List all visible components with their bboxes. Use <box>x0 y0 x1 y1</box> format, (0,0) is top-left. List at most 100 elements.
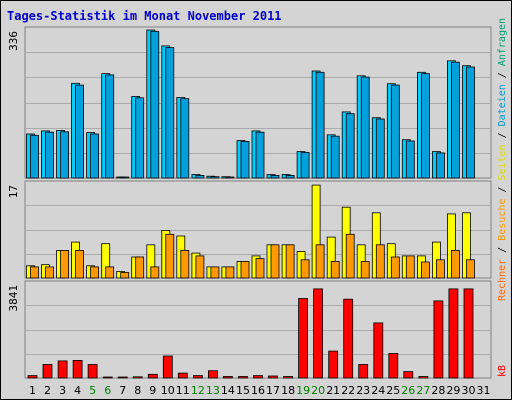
bar-top-anfragen-day-21 <box>330 135 340 179</box>
bar-middle-besuche-day-24 <box>375 244 385 279</box>
bar-middle-besuche-day-3 <box>60 249 69 279</box>
x-tick-label-day-31: 31 <box>477 384 491 397</box>
bar-middle-besuche-day-29 <box>450 249 460 279</box>
bar-bottom-kb-day-1 <box>27 375 38 379</box>
bar-bottom-kb-day-10 <box>162 355 173 379</box>
bar-middle-besuche-day-6 <box>105 266 115 279</box>
legend-item-0: Anfragen <box>497 18 508 66</box>
legend-item-3: / <box>497 126 508 144</box>
legend-item-7: / <box>497 241 508 259</box>
bar-top-anfragen-day-14 <box>225 176 235 179</box>
x-tick-label-day-14: 14 <box>221 384 235 397</box>
bar-middle-besuche-day-17 <box>270 244 280 279</box>
bar-middle-besuche-day-12 <box>195 255 205 279</box>
panel-top-max-label: 336 <box>7 31 20 51</box>
bar-top-anfragen-day-22 <box>345 113 355 179</box>
legend-item-4: Seiten <box>497 144 508 180</box>
x-tick-label-day-26: 26 <box>401 384 415 397</box>
bar-top-anfragen-day-7 <box>120 176 130 179</box>
bar-middle-besuche-day-26 <box>405 255 415 279</box>
bar-bottom-kb-day-15 <box>238 376 248 379</box>
bar-bottom-kb-day-30 <box>463 288 474 379</box>
bar-middle-besuche-day-14 <box>225 266 235 279</box>
x-tick-label-day-12: 12 <box>191 384 205 397</box>
bar-bottom-kb-day-5 <box>87 364 98 379</box>
bar-middle-besuche-day-16 <box>255 258 265 279</box>
bar-bottom-kb-day-18 <box>283 376 294 379</box>
bar-middle-besuche-day-28 <box>435 259 445 279</box>
bar-top-anfragen-day-10 <box>165 47 175 179</box>
bar-bottom-kb-day-3 <box>57 360 68 379</box>
x-tick-label-day-10: 10 <box>161 384 175 397</box>
bar-bottom-kb-day-17 <box>268 375 278 379</box>
bar-bottom-kb-day-9 <box>147 373 158 379</box>
panel-bottom-box <box>24 280 492 379</box>
legend-item-1: / <box>497 66 508 84</box>
bar-bottom-kb-day-20 <box>313 288 324 379</box>
x-tick-label-day-24: 24 <box>371 384 385 397</box>
bar-middle-besuche-day-25 <box>390 256 400 279</box>
bar-top-anfragen-day-25 <box>390 84 400 179</box>
x-tick-label-day-11: 11 <box>176 384 190 397</box>
x-tick-label-day-18: 18 <box>281 384 295 397</box>
x-tick-label-day-15: 15 <box>236 384 250 397</box>
legend-item-8: Rechner <box>497 259 508 301</box>
bar-top-anfragen-day-30 <box>466 66 475 179</box>
bar-bottom-kb-day-23 <box>358 364 369 379</box>
bar-top-anfragen-day-6 <box>105 74 115 179</box>
bar-top-anfragen-day-12 <box>195 174 205 179</box>
bar-bottom-kb-day-8 <box>132 376 143 379</box>
bar-bottom-kb-day-6 <box>102 376 113 379</box>
x-tick-label-day-5: 5 <box>89 384 96 397</box>
bar-middle-besuche-day-27 <box>420 261 430 279</box>
bar-top-anfragen-day-15 <box>240 140 250 179</box>
bar-middle-besuche-day-8 <box>135 256 145 279</box>
bar-middle-besuche-day-2 <box>45 266 54 279</box>
legend-kb: kB <box>497 365 508 377</box>
x-tick-label-day-3: 3 <box>59 384 66 397</box>
bar-middle-besuche-day-9 <box>150 266 160 279</box>
x-tick-label-day-23: 23 <box>356 384 370 397</box>
bar-bottom-kb-day-27 <box>418 376 429 379</box>
bar-bottom-kb-day-4 <box>72 359 83 379</box>
bar-bottom-kb-day-29 <box>448 288 459 379</box>
bar-top-anfragen-day-2 <box>45 131 54 179</box>
bar-top-anfragen-day-1 <box>30 134 39 179</box>
x-tick-label-day-20: 20 <box>311 384 325 397</box>
bar-middle-besuche-day-19 <box>300 259 310 279</box>
bar-bottom-kb-day-25 <box>388 353 399 379</box>
bar-bottom-kb-day-24 <box>373 322 384 379</box>
x-tick-label-day-13: 13 <box>206 384 220 397</box>
bar-top-anfragen-day-28 <box>435 152 445 179</box>
bar-top-anfragen-day-5 <box>90 133 99 179</box>
bar-middle-besuche-day-1 <box>30 266 39 279</box>
x-tick-label-day-17: 17 <box>266 384 280 397</box>
bar-top-anfragen-day-8 <box>135 97 145 179</box>
bar-top-anfragen-day-27 <box>420 73 430 179</box>
x-tick-label-day-22: 22 <box>341 384 355 397</box>
bar-middle-besuche-day-7 <box>120 272 130 279</box>
legend-item-6: Besuche <box>497 199 508 241</box>
legend-item-2: Dateien <box>497 84 508 126</box>
x-tick-label-day-16: 16 <box>251 384 265 397</box>
x-tick-label-day-27: 27 <box>416 384 430 397</box>
chart-title: Tages-Statistik im Monat November 2011 <box>7 9 282 23</box>
bar-middle-besuche-day-21 <box>330 260 340 279</box>
bar-top-anfragen-day-16 <box>255 131 265 179</box>
bar-bottom-kb-day-28 <box>433 300 444 379</box>
bar-middle-besuche-day-18 <box>285 244 295 279</box>
x-tick-label-day-21: 21 <box>326 384 340 397</box>
bar-middle-besuche-day-15 <box>240 260 250 279</box>
bar-top-anfragen-day-20 <box>315 71 325 179</box>
panel-middle-max-label: 17 <box>7 185 20 198</box>
bar-top-anfragen-day-9 <box>150 30 160 179</box>
bar-bottom-kb-day-2 <box>42 364 53 379</box>
bar-middle-besuche-day-4 <box>75 249 84 279</box>
right-legend: Rechner / Besuche / Seiten / Dateien / A… <box>497 18 508 301</box>
bar-middle-besuche-day-20 <box>315 244 325 279</box>
x-tick-label-day-28: 28 <box>431 384 445 397</box>
bar-bottom-kb-day-16 <box>253 375 263 379</box>
bar-top-anfragen-day-18 <box>285 174 295 179</box>
bar-middle-besuche-day-22 <box>345 233 355 279</box>
